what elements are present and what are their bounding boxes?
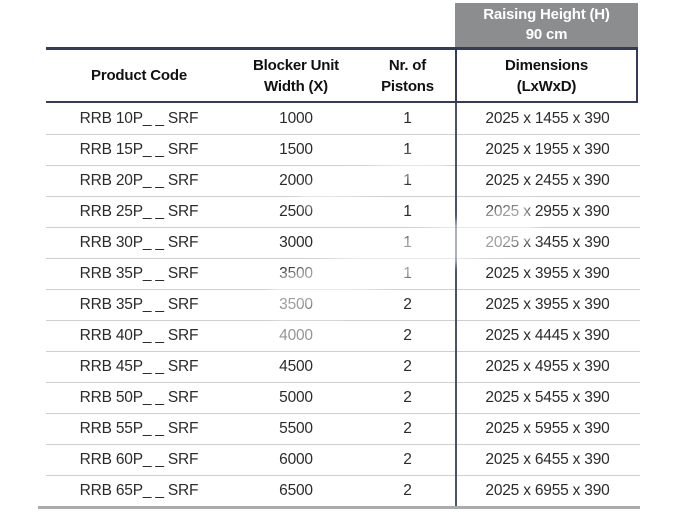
header-blocker-unit-width: Blocker Unit Width (X) (232, 50, 360, 101)
table-bottom-rule (38, 506, 640, 509)
table-row: RRB 65P_ _ SRF 6500 2 2025 x 6955 x 390 (46, 475, 640, 506)
header-blocker-unit-width-line2: Width (X) (264, 77, 328, 95)
table-row: RRB 45P_ _ SRF 4500 2 2025 x 4955 x 390 (46, 351, 640, 382)
raising-height-banner: Raising Height (H) 90 cm (455, 3, 638, 47)
header-dimensions-line1: Dimensions (504, 56, 589, 74)
header-product-code-line1: Product Code (91, 67, 187, 84)
table-row: RRB 20P_ _ SRF 2000 1 2025 x 2455 x 390 (46, 165, 640, 196)
header-product-code: Product Code (46, 50, 232, 101)
header-dimensions: Dimensions (LxWxD) (455, 50, 638, 101)
nr-of-pistons-cell: 2 (403, 451, 412, 468)
product-code-cell: RRB 65P_ _ SRF (79, 482, 199, 499)
nr-of-pistons-cell: 1 (403, 109, 412, 127)
nr-of-pistons-cell: 1 (403, 203, 412, 220)
table-row: RRB 10P_ _ SRF 1000 1 2025 x 1455 x 390 (46, 103, 640, 134)
dimensions-cell: 2025 x 6455 x 390 (485, 451, 610, 468)
table-row: RRB 35P_ _ SRF 3500 1 2025 x 3955 x 390 (46, 258, 640, 289)
blocker-unit-width-cell: 1000 (279, 109, 313, 127)
product-code-cell: RRB 35P_ _ SRF (79, 296, 199, 313)
table-header-bottom-rule (46, 101, 638, 103)
blocker-unit-width-cell: 3000 (279, 234, 313, 251)
dimensions-cell: 2025 x 5955 x 390 (485, 420, 610, 437)
product-code-cell: RRB 45P_ _ SRF (79, 358, 199, 375)
dimensions-column-divider (455, 103, 457, 506)
blocker-unit-width-cell: 4500 (279, 358, 313, 375)
product-code-cell: RRB 20P_ _ SRF (79, 172, 199, 189)
product-code-cell: RRB 10P_ _ SRF (79, 109, 199, 127)
dimensions-cell: 2025 x 1955 x 390 (485, 141, 610, 158)
dimensions-cell: 2025 x 4955 x 390 (485, 358, 610, 375)
table-row: RRB 50P_ _ SRF 5000 2 2025 x 5455 x 390 (46, 382, 640, 413)
dimensions-cell: 2025 x 2455 x 390 (485, 172, 610, 189)
table-body: RRB 10P_ _ SRF 1000 1 2025 x 1455 x 390 … (46, 103, 640, 506)
table-row: RRB 30P_ _ SRF 3000 1 2025 x 3455 x 390 (46, 227, 640, 258)
dimensions-cell: 2025 x 3955 x 390 (485, 265, 610, 282)
blocker-unit-width-cell: 5500 (279, 420, 313, 437)
blocker-unit-width-cell: 1500 (279, 141, 313, 158)
product-code-cell: RRB 25P_ _ SRF (79, 203, 199, 220)
blocker-unit-width-cell: 6500 (279, 482, 313, 499)
raising-height-value: 90 cm (525, 26, 568, 43)
nr-of-pistons-cell: 1 (403, 234, 412, 251)
dimensions-cell: 2025 x 4445 x 390 (485, 327, 610, 344)
product-code-cell: RRB 60P_ _ SRF (79, 451, 199, 468)
table-row: RRB 60P_ _ SRF 6000 2 2025 x 6455 x 390 (46, 444, 640, 475)
product-code-cell: RRB 40P_ _ SRF (79, 327, 199, 344)
table-header-row: Product Code Blocker Unit Width (X) Nr. … (46, 50, 638, 101)
blocker-unit-width-cell: 6000 (279, 451, 313, 468)
blocker-unit-width-cell: 5000 (279, 389, 313, 406)
dimensions-cell: 2025 x 5455 x 390 (485, 389, 610, 406)
dimensions-cell: 2025 x 1455 x 390 (485, 109, 610, 127)
blocker-unit-width-cell: 3500 (279, 265, 313, 282)
product-code-cell: RRB 50P_ _ SRF (79, 389, 199, 406)
nr-of-pistons-cell: 1 (403, 141, 412, 158)
header-dimensions-line2: (LxWxD) (516, 77, 577, 95)
product-code-cell: RRB 55P_ _ SRF (79, 420, 199, 437)
dimensions-cell: 2025 x 2955 x 390 (485, 203, 610, 220)
dimensions-cell: 2025 x 3455 x 390 (485, 234, 610, 251)
header-blocker-unit-width-line1: Blocker Unit (253, 56, 339, 74)
table-row: RRB 25P_ _ SRF 2500 1 2025 x 2955 x 390 (46, 196, 640, 227)
table-row: RRB 35P_ _ SRF 3500 2 2025 x 3955 x 390 (46, 289, 640, 320)
table-row: RRB 55P_ _ SRF 5500 2 2025 x 5955 x 390 (46, 413, 640, 444)
nr-of-pistons-cell: 2 (403, 389, 412, 406)
product-code-cell: RRB 35P_ _ SRF (79, 265, 199, 282)
nr-of-pistons-cell: 2 (403, 482, 412, 499)
table-row: RRB 15P_ _ SRF 1500 1 2025 x 1955 x 390 (46, 134, 640, 165)
table-row: RRB 40P_ _ SRF 4000 2 2025 x 4445 x 390 (46, 320, 640, 351)
nr-of-pistons-cell: 2 (403, 327, 412, 344)
header-nr-of-pistons: Nr. of Pistons (360, 50, 455, 101)
blocker-unit-width-cell: 2000 (279, 172, 313, 189)
header-nr-of-pistons-line2: Pistons (381, 77, 434, 95)
dimensions-cell: 2025 x 3955 x 390 (485, 296, 610, 313)
nr-of-pistons-cell: 2 (403, 420, 412, 437)
product-code-cell: RRB 15P_ _ SRF (79, 141, 199, 158)
product-code-cell: RRB 30P_ _ SRF (79, 234, 199, 251)
nr-of-pistons-cell: 2 (403, 296, 412, 313)
nr-of-pistons-cell: 2 (403, 358, 412, 375)
nr-of-pistons-cell: 1 (403, 172, 412, 189)
blocker-unit-width-cell: 2500 (279, 203, 313, 220)
blocker-unit-width-cell: 4000 (279, 327, 313, 344)
dimensions-cell: 2025 x 6955 x 390 (485, 482, 610, 499)
table-top-rule (46, 47, 638, 50)
header-nr-of-pistons-line1: Nr. of (388, 56, 427, 74)
raising-height-label: Raising Height (H) (483, 6, 610, 23)
nr-of-pistons-cell: 1 (403, 265, 412, 282)
blocker-unit-width-cell: 3500 (279, 296, 313, 313)
